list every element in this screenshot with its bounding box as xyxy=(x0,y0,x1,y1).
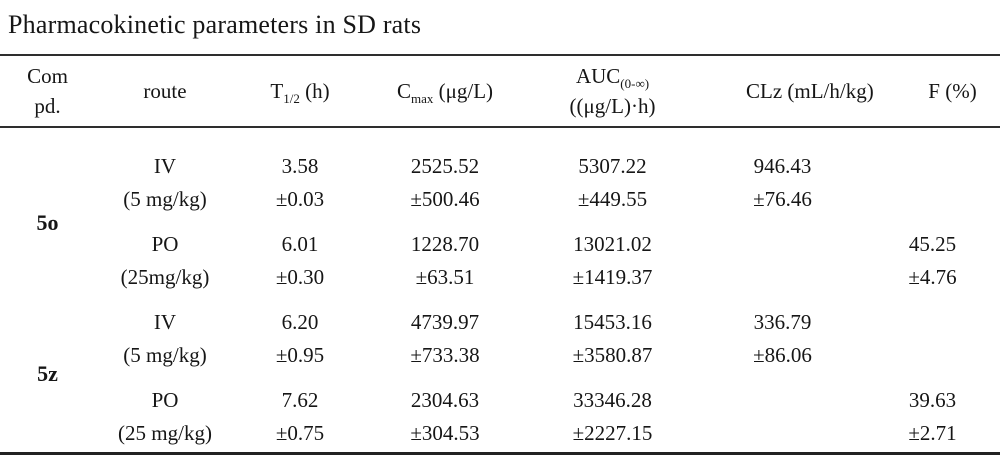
auc-sd: ±2227.15 xyxy=(572,421,653,445)
clz-sd: ±86.06 xyxy=(753,343,812,367)
col-header-clz: CLz (mL/h/kg) xyxy=(700,55,874,128)
cmax-sd: ±63.51 xyxy=(415,265,475,289)
f-sd: ±4.76 xyxy=(908,265,957,289)
cell-clz xyxy=(700,384,865,454)
col-header-auc: AUC(0-∞) ((μg/L)·h) xyxy=(525,55,700,128)
col-header-compound-line1: Com xyxy=(27,64,68,88)
cell-f xyxy=(865,306,1000,384)
col-header-cmax: Cmax (μg/L) xyxy=(365,55,525,128)
t12-value: 6.20 xyxy=(281,310,319,334)
t12-value: 7.62 xyxy=(281,388,319,412)
cell-t12: 7.62 ±0.75 xyxy=(235,384,365,454)
pk-table: Com pd. route T1/2 (h) Cmax (μg/L) AUC(0… xyxy=(0,54,1000,455)
col-header-route: route xyxy=(95,55,235,128)
cmax-value: 4739.97 xyxy=(410,310,480,334)
t12-unit: (h) xyxy=(305,79,330,103)
cmax-value: 2304.63 xyxy=(410,388,480,412)
auc-value: 15453.16 xyxy=(573,310,652,334)
cell-clz: 946.43 ±76.46 xyxy=(700,127,865,228)
col-header-t12: T1/2 (h) xyxy=(235,55,365,128)
compound-cell-5z: 5z xyxy=(37,360,58,386)
t12-sd: ±0.03 xyxy=(275,187,325,211)
col-header-f: F (%) xyxy=(865,55,1000,128)
header-row: Com pd. route T1/2 (h) Cmax (μg/L) AUC(0… xyxy=(0,55,1000,128)
auc-unit-line: ((μg/L)·h) xyxy=(569,94,656,118)
cell-f xyxy=(865,127,1000,228)
auc-value: 5307.22 xyxy=(578,154,647,178)
cell-route: PO (25mg/kg) xyxy=(95,228,235,306)
cell-auc: 15453.16 ±3580.87 xyxy=(525,306,700,384)
route-value: PO xyxy=(151,388,179,412)
compound-cell-5o: 5o xyxy=(36,209,59,235)
cell-cmax: 2525.52 ±500.46 xyxy=(365,127,525,228)
auc-symbol-line: AUC(0-∞) xyxy=(525,61,700,91)
cmax-value: 1228.70 xyxy=(410,232,480,256)
cmax-value: 2525.52 xyxy=(410,154,480,178)
col-header-compound: Com pd. xyxy=(0,55,95,128)
cmax-sd: ±304.53 xyxy=(410,421,480,445)
table-row-5z-iv: 5z IV (5 mg/kg) 6.20 ±0.95 4739.97 ±733.… xyxy=(0,306,1000,386)
route-value: PO xyxy=(151,232,179,256)
auc-subscript: (0-∞) xyxy=(620,76,650,92)
cmax-subscript: max xyxy=(410,91,434,107)
auc-value: 33346.28 xyxy=(573,388,652,412)
clz-value: 946.43 xyxy=(753,154,812,178)
t12-sd: ±0.75 xyxy=(275,421,325,445)
f-sd: ±2.71 xyxy=(908,421,957,445)
t12-value: 3.58 xyxy=(281,154,319,178)
t12-sd: ±0.95 xyxy=(275,343,325,367)
auc-sd: ±1419.37 xyxy=(572,265,653,289)
t12-sd: ±0.30 xyxy=(275,265,325,289)
cmax-symbol: C xyxy=(396,79,411,103)
cmax-unit: (μg/L) xyxy=(438,79,494,103)
cell-auc: 5307.22 ±449.55 xyxy=(525,127,700,228)
cmax-sd: ±500.46 xyxy=(410,187,480,211)
clz-sd: ±76.46 xyxy=(753,187,812,211)
clz-value: 336.79 xyxy=(753,310,812,334)
col-header-compound-line2: pd. xyxy=(34,94,61,118)
auc-value: 13021.02 xyxy=(573,232,652,256)
dose-value: (25 mg/kg) xyxy=(118,421,212,445)
cell-auc: 33346.28 ±2227.15 xyxy=(525,384,700,454)
cell-f: 39.63 ±2.71 xyxy=(865,384,1000,454)
auc-sd: ±3580.87 xyxy=(572,343,653,367)
cell-clz: 336.79 ±86.06 xyxy=(700,306,865,384)
auc-sd: ±449.55 xyxy=(577,187,648,211)
cell-route: IV (5 mg/kg) xyxy=(95,127,235,228)
dose-value: (5 mg/kg) xyxy=(123,187,207,211)
cell-cmax: 2304.63 ±304.53 xyxy=(365,384,525,454)
cell-route: IV (5 mg/kg) xyxy=(95,306,235,384)
f-value: 45.25 xyxy=(908,232,957,256)
cell-route: PO (25 mg/kg) xyxy=(95,384,235,454)
table-title: Pharmacokinetic parameters in SD rats xyxy=(8,10,422,39)
cell-t12: 6.20 ±0.95 xyxy=(235,306,365,384)
f-value: 39.63 xyxy=(908,388,957,412)
route-value: IV xyxy=(153,154,177,178)
cell-cmax: 1228.70 ±63.51 xyxy=(365,228,525,306)
cell-auc: 13021.02 ±1419.37 xyxy=(525,228,700,306)
auc-symbol: AUC xyxy=(575,64,621,88)
cell-clz xyxy=(700,228,865,306)
table-row-5z-po: PO (25 mg/kg) 7.62 ±0.75 2304.63 ±304.53… xyxy=(0,384,1000,454)
t12-value: 6.01 xyxy=(281,232,319,256)
route-value: IV xyxy=(153,310,177,334)
t12-symbol: T xyxy=(270,79,284,103)
dose-value: (5 mg/kg) xyxy=(123,343,207,367)
cell-t12: 3.58 ±0.03 xyxy=(235,127,365,228)
cmax-sd: ±733.38 xyxy=(410,343,480,367)
cell-cmax: 4739.97 ±733.38 xyxy=(365,306,525,384)
table-row-5o-po: PO (25mg/kg) 6.01 ±0.30 1228.70 ±63.51 1… xyxy=(0,228,1000,306)
t12-subscript: 1/2 xyxy=(283,91,300,107)
dose-value: (25mg/kg) xyxy=(120,265,210,289)
table-row-5o-iv: 5o IV (5 mg/kg) 3.58 ±0.03 2525.52 ±500.… xyxy=(0,127,1000,235)
cell-t12: 6.01 ±0.30 xyxy=(235,228,365,306)
cell-f: 45.25 ±4.76 xyxy=(865,228,1000,306)
